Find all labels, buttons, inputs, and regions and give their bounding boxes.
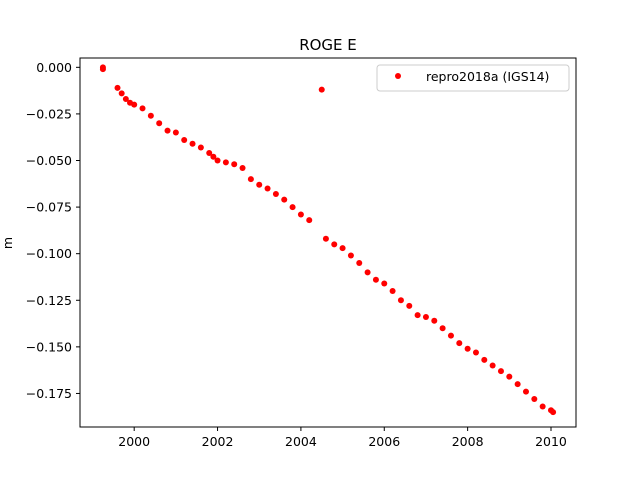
data-point bbox=[539, 403, 546, 410]
data-point bbox=[289, 204, 296, 211]
y-tick-label: 0.000 bbox=[36, 60, 72, 75]
data-point bbox=[306, 217, 313, 224]
data-point bbox=[156, 120, 163, 127]
data-point bbox=[514, 381, 521, 388]
data-point bbox=[381, 280, 388, 287]
data-point bbox=[422, 314, 429, 321]
y-axis-label: m bbox=[0, 237, 15, 249]
data-point bbox=[439, 325, 446, 332]
y-tick-label: −0.075 bbox=[26, 200, 72, 215]
data-point bbox=[372, 276, 379, 283]
data-point bbox=[331, 241, 338, 248]
data-point bbox=[322, 235, 329, 242]
y-tick-label: −0.100 bbox=[26, 246, 72, 261]
data-point bbox=[131, 101, 138, 108]
data-point bbox=[506, 373, 513, 380]
data-point bbox=[272, 191, 279, 198]
data-point bbox=[550, 409, 557, 416]
data-point bbox=[118, 90, 125, 97]
data-point bbox=[481, 356, 488, 363]
data-point bbox=[181, 137, 188, 143]
x-tick-label: 2008 bbox=[452, 434, 484, 449]
legend-marker bbox=[395, 73, 401, 79]
x-axis: 2000 2002 2004 2006 2008 2010 bbox=[118, 427, 567, 449]
data-point bbox=[264, 185, 271, 192]
chart-title: ROGE E bbox=[299, 36, 357, 54]
data-point bbox=[256, 181, 263, 188]
data-point bbox=[489, 362, 496, 369]
data-point bbox=[414, 312, 421, 319]
y-tick-label: −0.050 bbox=[26, 153, 72, 168]
data-point bbox=[356, 260, 363, 266]
y-axis: 0.000 −0.025 −0.050 −0.075 −0.100 −0.125 −0.15… bbox=[26, 60, 80, 401]
data-point bbox=[297, 211, 304, 218]
y-tick-label: −0.175 bbox=[26, 386, 72, 401]
x-tick-label: 2006 bbox=[368, 434, 400, 449]
data-point bbox=[431, 317, 438, 324]
legend: repro2018a (IGS14) bbox=[376, 64, 570, 92]
data-point bbox=[222, 159, 229, 166]
data-point bbox=[364, 269, 371, 276]
x-tick-label: 2002 bbox=[202, 434, 234, 449]
data-point bbox=[164, 127, 171, 134]
data-point bbox=[139, 105, 146, 112]
data-point bbox=[210, 153, 217, 160]
data-point bbox=[447, 332, 454, 339]
data-point bbox=[247, 176, 254, 183]
data-point bbox=[318, 86, 325, 93]
data-point bbox=[497, 368, 504, 375]
data-point bbox=[472, 349, 479, 356]
data-point bbox=[239, 164, 246, 171]
data-point bbox=[189, 140, 196, 147]
data-point bbox=[281, 196, 288, 203]
data-point bbox=[347, 252, 354, 259]
data-point bbox=[389, 287, 396, 294]
data-point bbox=[397, 297, 404, 304]
data-point bbox=[531, 396, 538, 403]
data-point bbox=[99, 64, 106, 71]
data-point bbox=[114, 84, 121, 91]
y-tick-label: −0.125 bbox=[26, 293, 72, 308]
legend-entry-label: repro2018a (IGS14) bbox=[426, 69, 549, 84]
data-point bbox=[464, 345, 471, 352]
data-point bbox=[197, 144, 204, 151]
x-tick-label: 2010 bbox=[535, 434, 567, 449]
data-point bbox=[147, 112, 154, 119]
data-point bbox=[406, 302, 413, 309]
data-points bbox=[99, 64, 557, 416]
data-point bbox=[122, 96, 129, 102]
data-point bbox=[231, 161, 238, 168]
x-tick-label: 2004 bbox=[285, 434, 317, 449]
legend-box bbox=[376, 64, 570, 92]
y-tick-label: −0.150 bbox=[26, 339, 72, 354]
data-point bbox=[522, 388, 529, 395]
y-tick-label: −0.025 bbox=[26, 106, 72, 121]
data-point bbox=[339, 245, 346, 252]
x-tick-label: 2000 bbox=[118, 434, 150, 449]
data-point bbox=[172, 129, 179, 136]
data-point bbox=[456, 340, 463, 347]
data-point bbox=[206, 150, 213, 157]
data-point bbox=[214, 157, 221, 164]
